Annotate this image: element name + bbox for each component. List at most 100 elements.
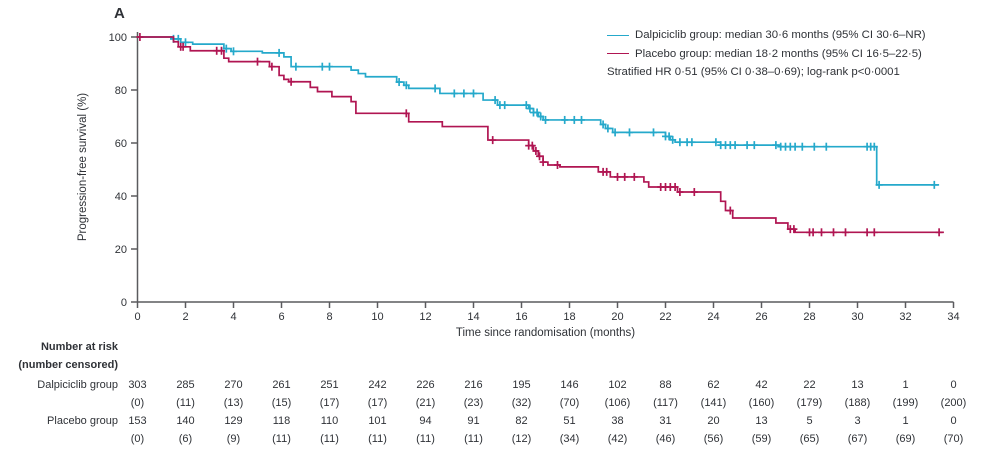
at-risk-count: 1 — [902, 379, 909, 391]
at-risk-count: 226 — [416, 379, 435, 391]
at-risk-count: 285 — [176, 379, 195, 391]
x-tick-label: 22 — [659, 311, 671, 323]
censored-count: (21) — [415, 397, 436, 409]
at-risk-count: 51 — [563, 415, 576, 427]
censored-count: (34) — [559, 433, 580, 445]
panel-label: A — [114, 5, 125, 22]
at-risk-count: 0 — [950, 415, 957, 427]
at-risk-count: 153 — [128, 415, 147, 427]
x-tick-label: 20 — [611, 311, 623, 323]
at-risk-count: 270 — [224, 379, 243, 391]
legend-item-dalpiciclib: Dalpiciclib group: median 30·6 months (9… — [607, 26, 926, 45]
x-tick-label: 16 — [515, 311, 527, 323]
censored-count: (17) — [367, 397, 388, 409]
dalpiciclib-line-swatch — [607, 34, 629, 36]
censored-count: (11) — [464, 433, 483, 445]
at-risk-count: 1 — [902, 415, 909, 427]
x-tick-label: 12 — [419, 311, 431, 323]
y-tick-label: 80 — [115, 85, 127, 97]
at-risk-count: 31 — [659, 415, 672, 427]
censored-count: (0) — [130, 433, 145, 445]
at-risk-count: 129 — [224, 415, 243, 427]
at-risk-count: 216 — [464, 379, 483, 391]
censored-count: (9) — [226, 433, 241, 445]
x-tick-label: 2 — [182, 311, 188, 323]
at-risk-count: 110 — [320, 415, 339, 427]
x-tick-label: 10 — [371, 311, 383, 323]
at-risk-count: 102 — [608, 379, 627, 391]
legend-label: Placebo group: median 18·2 months (95% C… — [635, 47, 922, 60]
at-risk-count: 62 — [707, 379, 720, 391]
at-risk-count: 140 — [176, 415, 195, 427]
at-risk-count: 88 — [659, 379, 672, 391]
censored-count: (32) — [511, 397, 532, 409]
at-risk-count: 118 — [272, 415, 291, 427]
at-risk-count: 0 — [950, 379, 957, 391]
risk-row-label-dalpiciclib: Dalpiciclib group — [37, 379, 118, 391]
at-risk-count: 42 — [755, 379, 768, 391]
censored-count: (106) — [604, 397, 631, 409]
censored-count: (199) — [892, 397, 919, 409]
legend-item-placebo: Placebo group: median 18·2 months (95% C… — [607, 45, 926, 64]
x-tick-label: 34 — [947, 311, 959, 323]
censored-count: (6) — [178, 433, 193, 445]
x-axis-title: Time since randomisation (months) — [456, 327, 635, 339]
censored-count: (12) — [511, 433, 532, 445]
at-risk-count: 13 — [755, 415, 768, 427]
censored-count: (0) — [130, 397, 145, 409]
censored-count: (200) — [940, 397, 967, 409]
censored-count: (17) — [319, 397, 340, 409]
at-risk-count: 3 — [854, 415, 861, 427]
risk-table-header-1: Number at risk — [40, 341, 118, 353]
at-risk-count: 146 — [560, 379, 579, 391]
censored-count: (42) — [607, 433, 628, 445]
at-risk-count: 261 — [272, 379, 291, 391]
censored-count: (15) — [271, 397, 292, 409]
censored-count: (70) — [559, 397, 580, 409]
censored-count: (11) — [416, 433, 435, 445]
at-risk-count: 82 — [515, 415, 528, 427]
y-tick-label: 20 — [115, 244, 127, 256]
at-risk-count: 5 — [806, 415, 813, 427]
censored-count: (70) — [943, 433, 964, 445]
y-tick-label: 60 — [115, 138, 127, 150]
y-tick-label: 40 — [115, 191, 127, 203]
x-tick-label: 14 — [467, 311, 479, 323]
censored-count: (160) — [748, 397, 775, 409]
x-tick-label: 26 — [755, 311, 767, 323]
censored-count: (188) — [844, 397, 871, 409]
censored-count: (117) — [653, 397, 678, 409]
at-risk-count: 303 — [128, 379, 147, 391]
placebo-survival-curve — [137, 36, 944, 234]
censored-count: (141) — [700, 397, 727, 409]
at-risk-count: 91 — [467, 415, 480, 427]
censored-count: (69) — [895, 433, 916, 445]
x-tick-label: 4 — [230, 311, 236, 323]
y-tick-label: 100 — [109, 32, 127, 44]
censored-count: (56) — [703, 433, 724, 445]
at-risk-count: 20 — [707, 415, 720, 427]
chart-legend: Dalpiciclib group: median 30·6 months (9… — [607, 26, 926, 82]
x-tick-label: 30 — [851, 311, 863, 323]
x-tick-label: 28 — [803, 311, 815, 323]
censored-count: (67) — [847, 433, 868, 445]
censored-count: (11) — [368, 433, 387, 445]
at-risk-count: 94 — [419, 415, 432, 427]
at-risk-count: 13 — [851, 379, 864, 391]
at-risk-count: 251 — [320, 379, 339, 391]
number-at-risk-table: Number at risk (number censored) Dalpici… — [0, 338, 982, 457]
y-axis-title: Progression-free survival (%) — [77, 93, 89, 241]
censored-count: (46) — [655, 433, 676, 445]
hr-logrank-footnote: Stratified HR 0·51 (95% CI 0·38–0·69); l… — [607, 66, 900, 79]
censored-count: (23) — [463, 397, 484, 409]
x-tick-label: 0 — [134, 311, 140, 323]
at-risk-count: 38 — [611, 415, 624, 427]
censored-count: (179) — [796, 397, 823, 409]
censored-count: (65) — [799, 433, 820, 445]
x-tick-label: 18 — [563, 311, 575, 323]
censored-count: (11) — [272, 433, 291, 445]
legend-label: Dalpiciclib group: median 30·6 months (9… — [635, 29, 926, 41]
x-tick-label: 32 — [899, 311, 911, 323]
